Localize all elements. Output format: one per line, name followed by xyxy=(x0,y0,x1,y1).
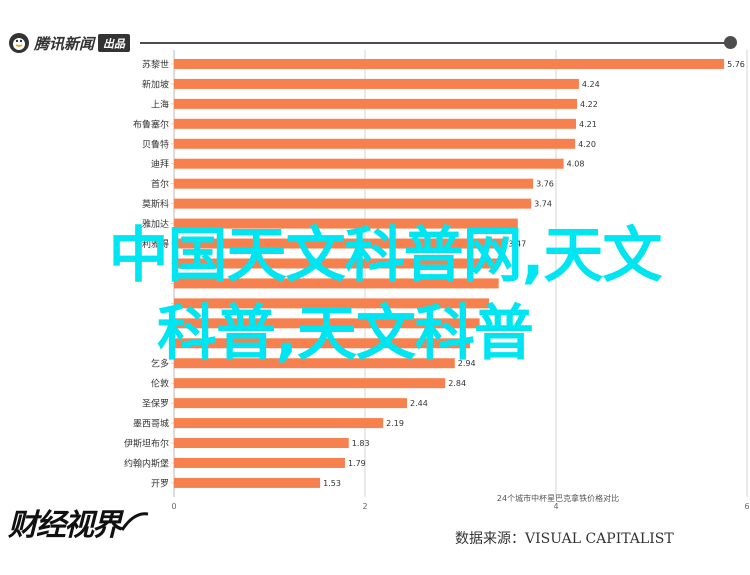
bar-16 xyxy=(174,378,446,389)
value-label-9: 3.47 xyxy=(508,240,526,249)
x-tick-label-3: 6 xyxy=(744,502,749,511)
category-label-8: 雅加达 xyxy=(142,218,169,230)
bar-13 xyxy=(174,318,480,329)
category-label-2: 上海 xyxy=(151,98,169,110)
caijing-logo: 财经视界 xyxy=(8,500,150,544)
tencent-news-brand: 腾讯新闻 xyxy=(34,34,95,53)
value-label-21: 1.53 xyxy=(323,479,341,488)
value-label-2: 4.22 xyxy=(580,100,598,109)
category-label-4: 贝鲁特 xyxy=(142,138,169,150)
bar-9 xyxy=(174,238,506,249)
bar-6 xyxy=(174,178,534,189)
tencent-penguin-icon xyxy=(9,33,29,53)
tencent-news-logo: 腾讯新闻 出品 xyxy=(8,32,131,54)
category-label-3: 布鲁塞尔 xyxy=(133,118,169,130)
bar-18 xyxy=(174,418,384,429)
brand-badge-text: 出品 xyxy=(103,38,126,51)
x-tick-label-0: 0 xyxy=(171,502,176,511)
bar-3 xyxy=(174,118,577,129)
value-label-3: 4.21 xyxy=(579,120,597,129)
bar-20 xyxy=(174,457,345,468)
overlay-text-line2: 科普,天文科普 xyxy=(157,299,534,369)
bar-21 xyxy=(174,477,321,488)
overlay-text-line1: 中国天文科普网,天文 xyxy=(108,221,663,291)
value-label-1: 4.24 xyxy=(582,80,600,89)
bar-17 xyxy=(174,398,408,409)
value-label-20: 1.79 xyxy=(348,459,366,468)
category-label-6: 首尔 xyxy=(151,178,169,190)
bar-15 xyxy=(174,358,455,369)
header-rule-dot xyxy=(724,36,737,49)
value-label-18: 2.19 xyxy=(386,419,404,428)
category-label-20: 约翰内斯堡 xyxy=(124,457,169,469)
labels-layer: 0 2 4 6 苏黎世 5.76 新加坡 4.24 上海 4.22 布鲁塞尔 4.21 贝鲁特 4.20 迪… xyxy=(124,58,750,510)
value-label-5: 4.08 xyxy=(567,160,585,169)
category-label-9: 利雅得 xyxy=(142,238,169,250)
category-label-0: 苏黎世 xyxy=(142,58,169,70)
bars-layer xyxy=(174,58,725,488)
brand-badge: 出品 xyxy=(98,34,131,52)
bar-2 xyxy=(174,98,578,109)
category-label-1: 新加坡 xyxy=(142,78,169,90)
bar-5 xyxy=(174,158,564,169)
data-source: 数据来源：VISUAL CAPITALIST xyxy=(455,531,674,547)
bar-7 xyxy=(174,198,532,209)
header-rule xyxy=(140,42,730,44)
x-axis-title: 24个城市中杯星巴克拿铁价格对比 xyxy=(497,493,619,503)
value-label-19: 1.83 xyxy=(352,439,370,448)
value-label-15: 2.94 xyxy=(458,359,476,368)
category-label-18: 墨西哥城 xyxy=(133,419,169,430)
category-label-21: 开罗 xyxy=(151,478,169,489)
swoosh-icon xyxy=(120,512,149,531)
bar-8 xyxy=(174,218,518,229)
category-label-7: 莫斯科 xyxy=(142,198,169,210)
bar-14 xyxy=(174,338,471,349)
category-label-5: 迪拜 xyxy=(151,158,169,170)
value-label-16: 2.84 xyxy=(448,379,466,388)
value-label-6: 3.76 xyxy=(536,180,554,189)
bar-1 xyxy=(174,78,579,89)
value-label-7: 3.74 xyxy=(534,200,552,209)
bar-10 xyxy=(174,258,499,269)
category-label-19: 伊斯坦布尔 xyxy=(124,438,169,450)
value-label-4: 4.20 xyxy=(578,140,596,149)
category-label-17: 圣保罗 xyxy=(142,398,169,410)
value-label-0: 5.76 xyxy=(727,60,745,69)
bar-19 xyxy=(174,438,349,449)
category-label-15: 乞多 xyxy=(151,358,169,370)
top-header: 腾讯新闻 出品 xyxy=(0,0,750,60)
value-label-17: 2.44 xyxy=(410,399,428,408)
bar-0 xyxy=(174,58,725,69)
bar-12 xyxy=(174,298,490,309)
x-tick-label-2: 4 xyxy=(553,502,558,511)
caijing-brand: 财经视界 xyxy=(8,508,122,543)
category-label-16: 伦敦 xyxy=(151,378,169,390)
bar-4 xyxy=(174,138,576,149)
bar-11 xyxy=(174,278,499,289)
x-tick-label-1: 2 xyxy=(362,502,367,511)
